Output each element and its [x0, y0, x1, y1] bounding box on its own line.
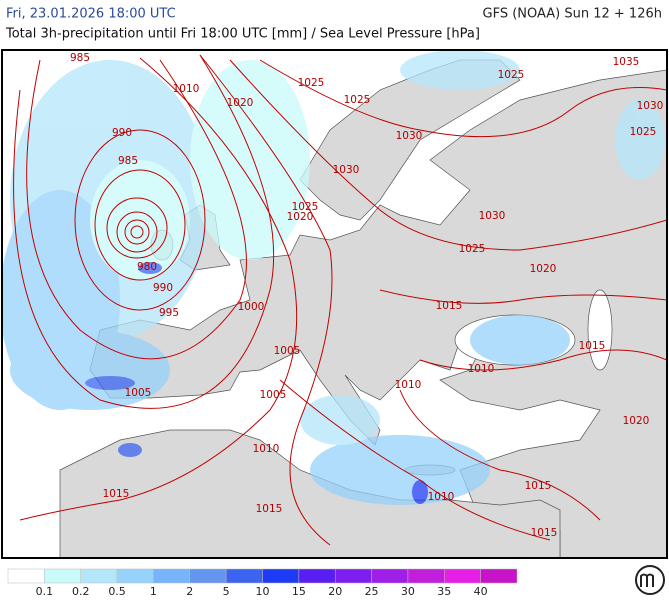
isobars [13, 54, 667, 546]
isobar-label: 1015 [436, 300, 463, 312]
isobar-label: 1005 [260, 389, 287, 401]
model-run: GFS (NOAA) Sun 12 + 126h [483, 7, 662, 22]
legend-swatch [80, 568, 118, 584]
isobar-label: 985 [118, 155, 138, 167]
isobar-label: 1030 [637, 100, 664, 112]
isobar-label: 1005 [274, 345, 301, 357]
isobar-label: 1025 [292, 201, 319, 213]
map-frame [1, 49, 668, 559]
legend-label: 2 [186, 585, 193, 598]
isobar-label: 1010 [173, 83, 200, 95]
legend-label: 0.5 [108, 585, 126, 598]
isobar-label: 1020 [287, 211, 314, 223]
legend-swatch [371, 568, 409, 584]
precipitation [2, 50, 665, 505]
isobar-label: 1010 [395, 379, 422, 391]
legend-swatch [116, 568, 154, 584]
legend-swatch [407, 568, 445, 584]
legend-swatch [225, 568, 263, 584]
isobar-label: 1010 [468, 363, 495, 375]
legend-label: 1 [150, 585, 157, 598]
legend-label: 30 [401, 585, 415, 598]
isobar-label: 1025 [630, 126, 657, 138]
legend-label: 20 [328, 585, 342, 598]
logo [635, 565, 665, 595]
isobar-label: 990 [153, 282, 173, 294]
legend-label: 35 [437, 585, 451, 598]
isobar-label: 1025 [459, 243, 486, 255]
isobar-label: 990 [112, 127, 132, 139]
legend-swatch [7, 568, 45, 584]
isobar-label: 1010 [253, 443, 280, 455]
legend-label: 5 [223, 585, 230, 598]
isobar-label: 995 [159, 307, 179, 319]
isobar-label: 1030 [396, 130, 423, 142]
isobar-label: 1030 [479, 210, 506, 222]
legend-label: 15 [292, 585, 306, 598]
legend-swatch [153, 568, 191, 584]
isobar-label: 1005 [125, 387, 152, 399]
valid-time: Fri, 23.01.2026 18:00 UTC [6, 7, 176, 22]
isobar-label: 1020 [623, 415, 650, 427]
isobar-label: 1015 [579, 340, 606, 352]
isobar-label: 1015 [256, 503, 283, 515]
isobar-label: 1020 [227, 97, 254, 109]
legend-swatch [262, 568, 300, 584]
isobar-label: 1015 [525, 480, 552, 492]
isobar-label: 1025 [344, 94, 371, 106]
isobar-label: 1015 [103, 488, 130, 500]
isobar-label: 1015 [531, 527, 558, 539]
legend-label: 10 [256, 585, 270, 598]
legend-swatch [334, 568, 372, 584]
legend: 0.1 0.2 0.5 1 2 5 10 15 20 25 30 35 40 [7, 568, 518, 598]
legend-swatch [44, 568, 81, 584]
legend-label: 40 [474, 585, 488, 598]
isobar-label: 1025 [298, 77, 325, 89]
isobar-label: 980 [137, 261, 157, 273]
isobar-label: 1025 [498, 69, 525, 81]
legend-swatch [298, 568, 336, 584]
legend-swatch [189, 568, 227, 584]
map: 9851010102010251025102510351030102599098… [2, 50, 667, 558]
legend-label: 0.1 [36, 585, 54, 598]
isobar-label: 1020 [530, 263, 557, 275]
map-title: Total 3h-precipitation until Fri 18:00 U… [5, 27, 480, 42]
legend-label: 25 [365, 585, 379, 598]
isobar-label: 1010 [428, 491, 455, 503]
isobar-label: 1035 [613, 56, 640, 68]
legend-label: 0.2 [72, 585, 90, 598]
isobar-label: 1000 [238, 301, 265, 313]
legend-swatch [444, 568, 481, 584]
legend-swatch [480, 568, 518, 584]
isobar-label: 1030 [333, 164, 360, 176]
isobar-label: 985 [70, 52, 90, 64]
